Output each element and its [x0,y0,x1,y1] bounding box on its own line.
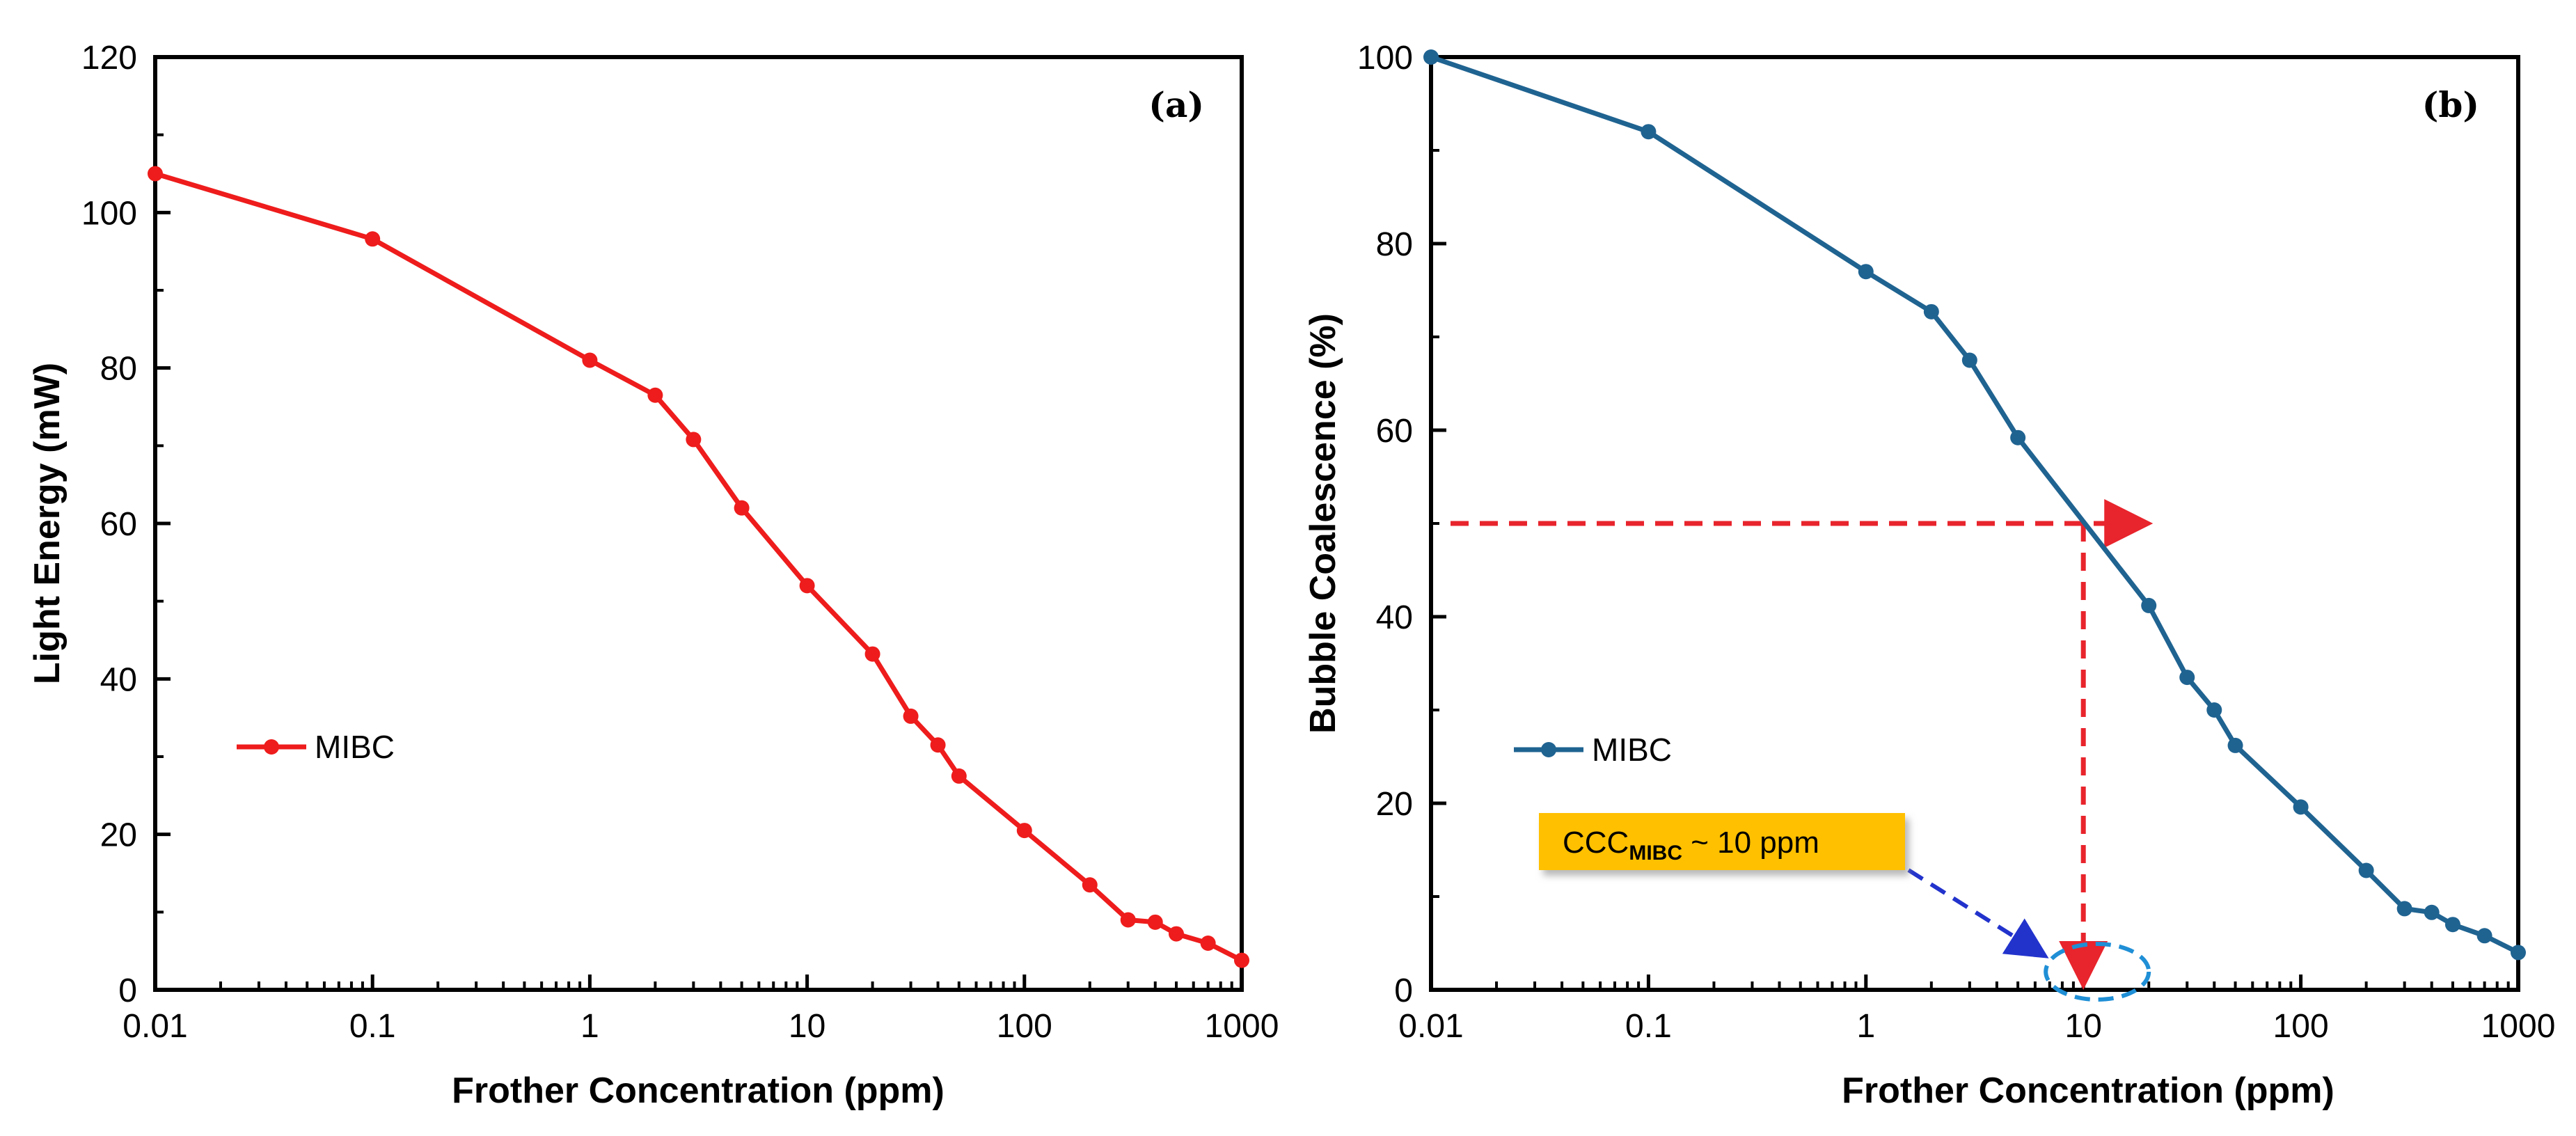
data-point [930,737,946,753]
y-tick-label: 0 [1394,972,1413,1009]
legend-a: MIBC [237,729,395,765]
legend-label-b: MIBC [1592,732,1672,768]
y-tick-label: 0 [118,972,137,1009]
data-point [1423,49,1439,65]
data-point [2511,945,2526,961]
data-point [2010,429,2026,445]
panel-label-b: (b) [2422,84,2479,125]
data-point [1641,124,1657,140]
x-ticks-a: 0.01 0.1 1 10 100 1000 [123,975,1279,1045]
y-tick-label: 20 [1376,786,1413,823]
x-tick-label: 1 [580,1008,599,1045]
x-tick-label: 0.01 [1398,1008,1463,1045]
ccc-ellipse [2044,942,2151,1002]
y-ticks-a: 0 20 40 60 80 100 120 [81,40,171,1009]
data-point [148,166,163,182]
y-tick-label: 100 [1357,40,1413,77]
callout-main: CCC [1563,826,1629,860]
y-tick-label: 40 [1376,599,1413,636]
x-tick-label: 1000 [1205,1008,1279,1045]
panel-label-a: (a) [1148,84,1204,125]
data-point [1200,936,1216,951]
legend-marker-a [264,739,279,755]
data-point [1082,877,1098,893]
data-point [582,352,598,368]
y-tick-label: 60 [100,506,137,543]
callout-subscript: MIBC [1629,842,1682,865]
series-a [148,166,1249,968]
data-point [951,768,967,784]
x-ticks-b: 0.01 0.1 1 10 100 1000 [1398,975,2555,1045]
data-point [2358,862,2374,878]
data-point [365,231,381,247]
data-point [1147,914,1163,930]
data-point [647,387,663,403]
callout-arrow [1907,868,2049,958]
data-point [2476,928,2492,944]
y-tick-label: 120 [81,40,137,77]
data-point [686,432,702,448]
legend-label-a: MIBC [315,729,395,765]
x-tick-label: 1 [1856,1008,1875,1045]
y-tick-label: 100 [81,195,137,232]
y-axis-title-a: Light Energy (mW) [27,363,68,684]
data-point [2206,702,2222,718]
annotations-b [1451,499,2154,1002]
callout-text: CCCMIBC ~ 10 ppm [1563,826,1819,865]
data-point [1858,264,1874,280]
data-point [1923,303,1939,320]
data-point [2293,799,2309,815]
x-tick-label: 0.01 [123,1008,187,1045]
chart-a: 0 20 40 60 80 100 120 0.01 0.1 1 10 100 1000 (a) Fr… [27,40,1279,1111]
y-tick-label: 40 [100,661,137,698]
data-point [2179,670,2195,686]
data-point [734,500,750,516]
data-point [864,646,880,662]
legend-b: MIBC [1514,732,1672,768]
data-point [2444,917,2460,933]
x-tick-label: 10 [789,1008,825,1045]
legend-marker-b [1541,742,1556,757]
callout-box [1539,813,1905,870]
x-tick-label: 1000 [2481,1008,2556,1045]
data-point [903,708,919,724]
x-tick-label: 0.1 [349,1008,396,1045]
ccc-callout: CCCMIBC ~ 10 ppm [1539,813,1905,870]
x-tick-label: 10 [2065,1008,2102,1045]
x-axis-title-b: Frother Concentration (ppm) [1842,1071,2334,1111]
data-point [2424,904,2440,920]
plot-frame-a [153,55,1244,992]
series-b [1423,49,2526,961]
y-ticks-b: 0 20 40 60 80 100 [1357,40,1446,1009]
callout-rest: ~ 10 ppm [1682,826,1819,860]
data-point [1961,352,1977,368]
x-tick-label: 100 [997,1008,1052,1045]
x-tick-label: 100 [2273,1008,2329,1045]
y-tick-label: 80 [1376,226,1413,263]
y-axis-title-b: Bubble Coalescence (%) [1303,313,1343,734]
data-point [1016,823,1032,839]
data-point [1169,926,1185,942]
y-tick-label: 80 [100,351,137,388]
data-point [1120,912,1136,928]
data-point [2227,737,2243,753]
series-line [154,171,1243,963]
data-point [2396,901,2412,917]
chart-b: 0 20 40 60 80 100 0.01 0.1 1 10 100 1000 (b) Froth… [1303,40,2555,1111]
data-point [799,578,815,594]
x-tick-label: 0.1 [1625,1008,1672,1045]
x-axis-title-a: Frother Concentration (ppm) [452,1071,945,1111]
data-point [2141,597,2157,613]
y-tick-label: 60 [1376,413,1413,450]
y-tick-label: 20 [100,817,137,854]
data-point [1234,952,1249,968]
